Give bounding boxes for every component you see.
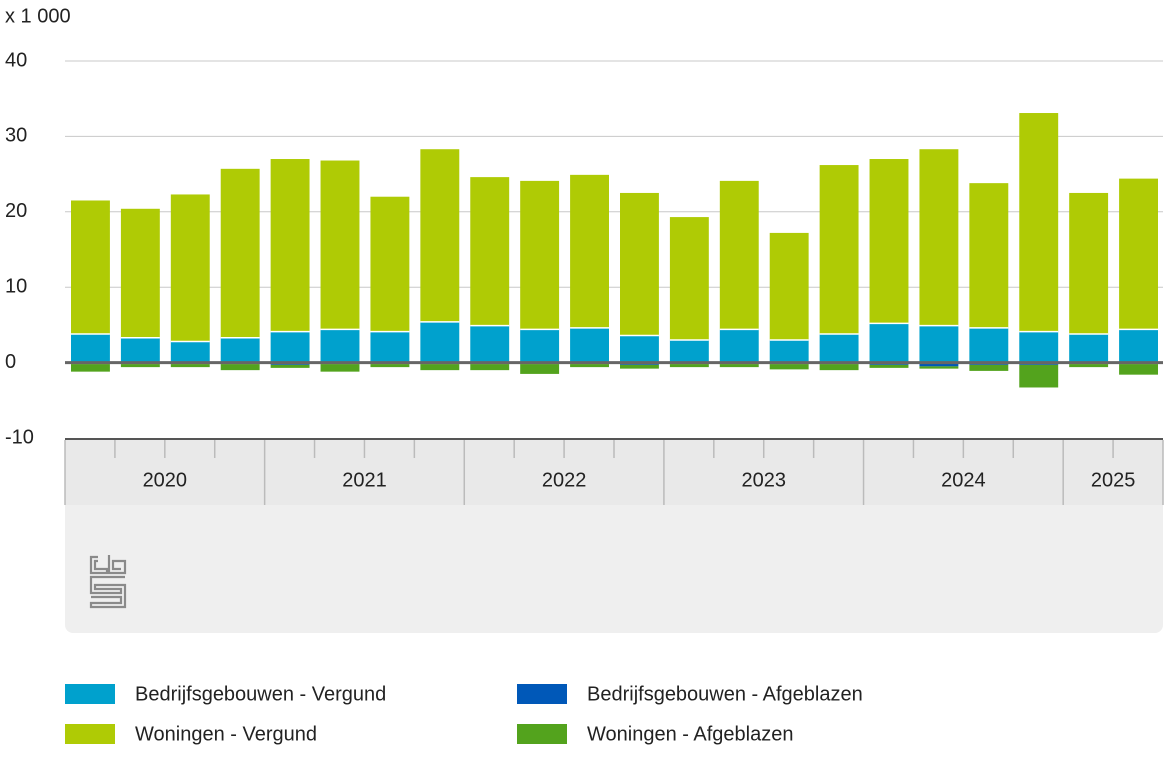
bar-segment bbox=[1019, 113, 1059, 332]
bar-segment bbox=[669, 364, 709, 368]
bar-segment bbox=[669, 217, 709, 340]
bar-segment bbox=[719, 180, 759, 330]
bar-segment bbox=[71, 364, 110, 372]
bar-segment bbox=[769, 364, 809, 370]
bar-segment bbox=[969, 364, 1009, 371]
bar-segment bbox=[919, 149, 959, 326]
bar-segment bbox=[320, 364, 360, 372]
bar-segment bbox=[320, 329, 360, 363]
bar-segment bbox=[819, 364, 859, 371]
bar-segment bbox=[919, 325, 959, 363]
bar-segment bbox=[470, 364, 510, 371]
bar-segment bbox=[1069, 192, 1109, 334]
bar-segment bbox=[869, 323, 909, 363]
bar-segment bbox=[470, 177, 510, 326]
bar-segment bbox=[969, 183, 1009, 328]
bar-segment bbox=[520, 364, 560, 374]
bar-segment bbox=[520, 329, 560, 363]
x-group-label: 2022 bbox=[542, 469, 587, 491]
bar-segment bbox=[620, 335, 659, 363]
y-tick-label: 20 bbox=[5, 200, 27, 222]
x-group-label: 2025 bbox=[1091, 469, 1136, 491]
legend-label: Woningen - Afgeblazen bbox=[587, 723, 793, 745]
y-tick-label: 30 bbox=[5, 125, 27, 147]
bar-segment bbox=[370, 364, 410, 368]
bar-segment bbox=[1069, 364, 1109, 368]
legend-swatch bbox=[65, 684, 115, 704]
bar-segment bbox=[270, 159, 310, 332]
bar-segment bbox=[669, 339, 709, 363]
bar-segment bbox=[420, 364, 460, 371]
bar-segment bbox=[620, 364, 659, 369]
bar-segment bbox=[420, 321, 460, 363]
y-tick-label: 10 bbox=[5, 275, 27, 297]
bar-segment bbox=[520, 180, 560, 330]
logo bbox=[89, 555, 127, 609]
bar-segment bbox=[719, 364, 759, 368]
bar-segment bbox=[370, 196, 410, 332]
bar-segment bbox=[769, 339, 809, 363]
bar-segment bbox=[120, 337, 160, 363]
bar-segment bbox=[370, 331, 410, 363]
bar-segment bbox=[220, 337, 260, 363]
legend-label: Bedrijfsgebouwen - Vergund bbox=[135, 683, 386, 705]
bar-segment bbox=[869, 364, 909, 368]
bar-segment bbox=[1019, 331, 1059, 363]
bar-segment bbox=[769, 232, 809, 340]
bar-segment bbox=[170, 341, 210, 363]
legend-swatch bbox=[65, 724, 115, 744]
x-group-label: 2023 bbox=[741, 469, 786, 491]
bar-segment bbox=[819, 165, 859, 334]
bar-segment bbox=[170, 364, 210, 368]
bar-segment bbox=[1019, 364, 1059, 388]
bar-segment bbox=[869, 159, 909, 324]
bar-segment bbox=[1119, 178, 1158, 330]
y-tick-label: 0 bbox=[5, 351, 16, 373]
legend-swatch bbox=[517, 724, 567, 744]
y-tick-label: 40 bbox=[5, 49, 27, 71]
bar-segment bbox=[570, 327, 609, 363]
bar-segment bbox=[71, 200, 110, 334]
bar-segment bbox=[270, 331, 310, 363]
y-unit-label: x 1 000 bbox=[5, 5, 71, 27]
bar-segment bbox=[170, 194, 210, 342]
x-group-label: 2020 bbox=[143, 469, 188, 491]
bar-segment bbox=[919, 366, 959, 369]
bar-segment bbox=[120, 208, 160, 338]
bar-segment bbox=[819, 333, 859, 363]
bar-segment bbox=[570, 364, 609, 368]
bar-segment bbox=[470, 325, 510, 363]
x-group-label: 2021 bbox=[342, 469, 387, 491]
y-tick-label: -10 bbox=[5, 426, 34, 448]
legend-label: Woningen - Vergund bbox=[135, 723, 317, 745]
bar-segment bbox=[969, 327, 1009, 363]
bar-segment bbox=[220, 364, 260, 371]
footer-panel bbox=[65, 505, 1163, 633]
bar-segment bbox=[719, 329, 759, 363]
bar-segment bbox=[220, 168, 260, 338]
bar-segment bbox=[1069, 333, 1109, 363]
legend-swatch bbox=[517, 684, 567, 704]
bar-segment bbox=[1119, 364, 1158, 375]
bar-segment bbox=[570, 174, 609, 328]
bar-segment bbox=[1119, 329, 1158, 363]
bar-segment bbox=[71, 333, 110, 363]
bar-segment bbox=[620, 192, 659, 336]
bar-segment bbox=[270, 364, 310, 368]
bar-segment bbox=[320, 160, 360, 330]
legend-label: Bedrijfsgebouwen - Afgeblazen bbox=[587, 683, 863, 705]
bar-segment bbox=[420, 149, 460, 322]
bar-segment bbox=[919, 362, 959, 367]
x-group-label: 2024 bbox=[941, 469, 986, 491]
bar-segment bbox=[120, 364, 160, 368]
